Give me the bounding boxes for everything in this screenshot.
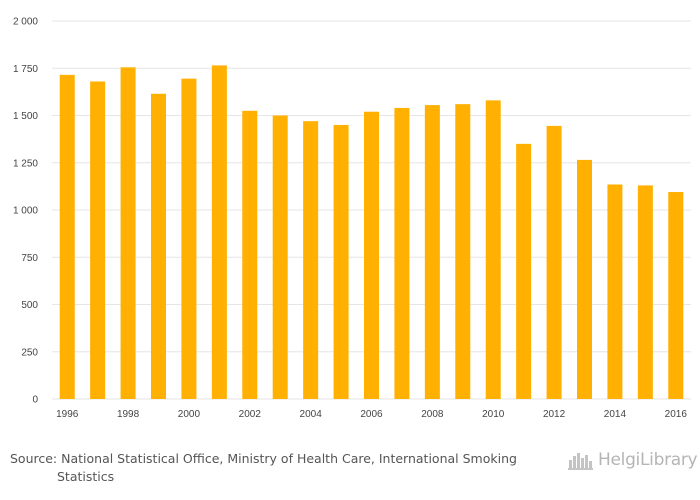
x-tick-label: 1998 — [117, 409, 140, 420]
x-axis-labels: 1996 1998 2000 2002 2004 2006 2008 2010 2012 2014… — [56, 409, 687, 420]
logo-text: HelgiLibrary — [598, 450, 698, 470]
bar-2000 — [181, 78, 197, 400]
x-tick-label: 2006 — [360, 409, 383, 420]
bar-2009 — [455, 104, 471, 399]
bar-chart: 0 250 500 750 1 000 1 250 1 500 1 750 2 000 1996… — [13, 17, 691, 420]
x-tick-label: 2002 — [239, 409, 262, 420]
x-tick-label: 2000 — [178, 409, 201, 420]
bar-2003 — [272, 115, 288, 399]
y-tick-label: 0 — [32, 395, 38, 406]
y-tick-label: 1 750 — [13, 64, 38, 75]
x-tick-label: 2014 — [604, 409, 627, 420]
x-tick-label: 2010 — [482, 409, 505, 420]
y-tick-label: 500 — [21, 300, 38, 311]
y-tick-label: 2 000 — [13, 17, 38, 28]
city-skyline-icon — [568, 453, 593, 470]
bar-2011 — [516, 143, 532, 399]
bar-2008 — [424, 105, 440, 399]
x-tick-label: 2012 — [543, 409, 566, 420]
bar-2014 — [607, 184, 623, 399]
bar-2002 — [242, 110, 258, 400]
bar-2015 — [637, 185, 653, 399]
bar-2010 — [485, 100, 501, 399]
source-line-2: Statistics — [57, 469, 115, 484]
y-tick-label: 750 — [21, 253, 38, 264]
bar-2007 — [394, 107, 410, 399]
bar-2012 — [546, 125, 562, 400]
y-tick-label: 250 — [21, 347, 38, 358]
helgilibrary-logo: HelgiLibrary — [568, 448, 698, 472]
source-note: Source: National Statistical Office, Min… — [10, 450, 550, 486]
bar-2004 — [303, 121, 319, 400]
bar-2016 — [668, 192, 684, 399]
x-tick-label: 2008 — [421, 409, 444, 420]
bars — [59, 65, 684, 400]
y-tick-label: 1 250 — [13, 158, 38, 169]
x-tick-label: 2016 — [665, 409, 688, 420]
bar-1998 — [120, 67, 136, 400]
bar-1999 — [151, 93, 166, 399]
source-line-1: Source: National Statistical Office, Min… — [10, 451, 517, 466]
bar-2006 — [364, 111, 379, 399]
y-tick-label: 1 500 — [13, 111, 38, 122]
bar-2001 — [211, 65, 227, 399]
x-tick-label: 1996 — [56, 409, 79, 420]
x-tick-label: 2004 — [300, 409, 323, 420]
y-tick-label: 1 000 — [13, 206, 38, 217]
y-axis-labels: 0 250 500 750 1 000 1 250 1 500 1 750 2 000 — [13, 17, 38, 406]
bar-1996 — [59, 74, 75, 400]
bar-1997 — [90, 81, 106, 399]
bar-2005 — [333, 124, 349, 399]
bar-2013 — [577, 159, 592, 399]
